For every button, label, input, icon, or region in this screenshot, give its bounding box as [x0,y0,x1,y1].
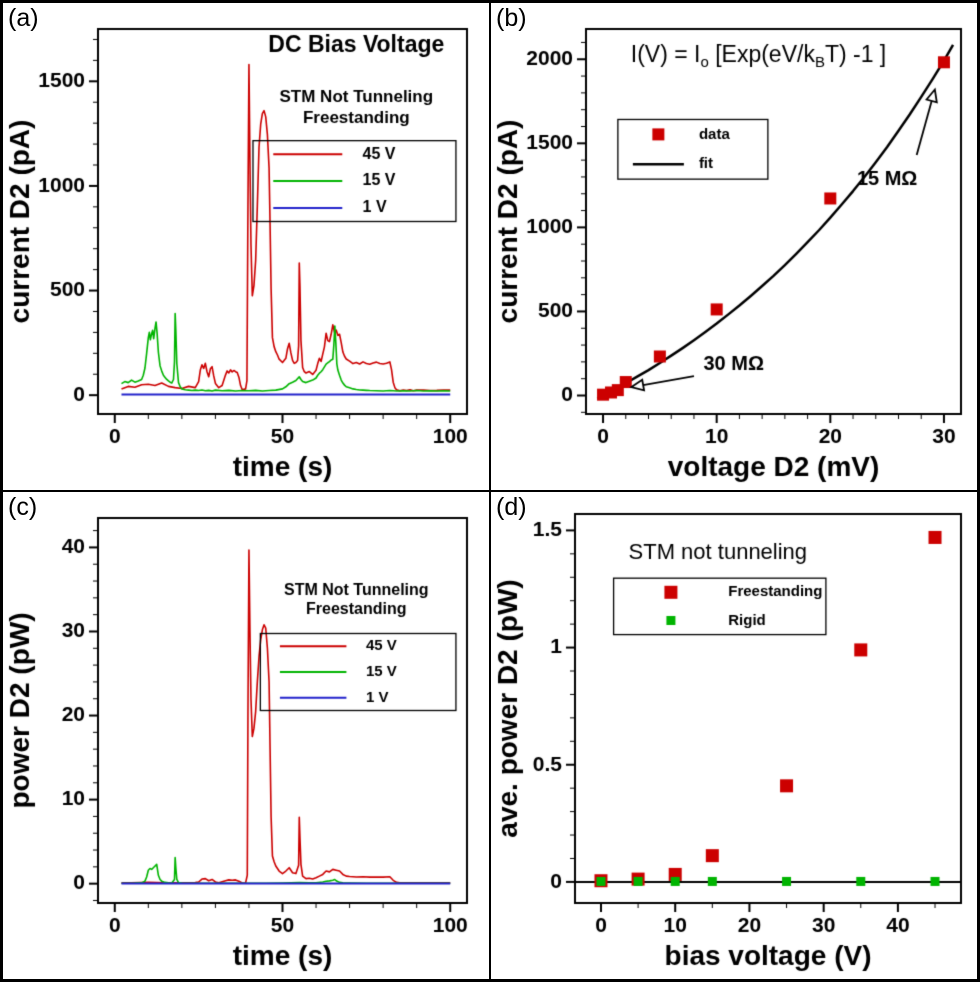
panel-b-current-vs-voltage: (b) [490,2,978,491]
chart-c-power-vs-time-canvas [3,492,489,979]
panel-a-label: (a) [8,4,39,32]
chart-b-iv-curve-canvas [491,3,977,490]
panel-c-power-vs-time: (c) [2,491,490,980]
chart-a-current-vs-time-canvas [3,3,489,490]
chart-d-ave-power-canvas [491,492,977,979]
panel-b-label: (b) [496,4,527,32]
panel-d-label: (d) [496,493,527,521]
panel-d-avepower-vs-bias: (d) [490,491,978,980]
panel-a-current-vs-time: (a) [2,2,490,491]
panel-c-label: (c) [8,493,38,521]
